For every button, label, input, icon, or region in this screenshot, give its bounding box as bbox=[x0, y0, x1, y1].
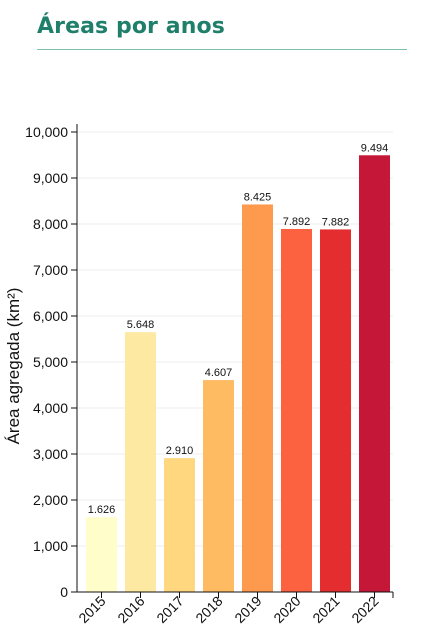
value-label: 7.882 bbox=[322, 216, 350, 228]
y-tick-label: 5,000 bbox=[33, 354, 68, 370]
bar-2016 bbox=[125, 332, 156, 592]
y-axis-title: Área agregada (km²) bbox=[4, 288, 23, 445]
y-tick-label: 2,000 bbox=[33, 492, 68, 508]
x-tick-label: 2016 bbox=[114, 593, 147, 626]
title-divider bbox=[37, 49, 407, 50]
bars bbox=[86, 155, 390, 593]
y-tick-label: 0 bbox=[60, 584, 68, 600]
y-tick-label: 9,000 bbox=[33, 170, 68, 186]
y-axis: 0 1,000 2,000 3,000 4,000 5,000 6,000 7,000 8,00… bbox=[25, 124, 78, 600]
x-tick-label: 2019 bbox=[231, 593, 264, 626]
y-tick-label: 3,000 bbox=[33, 446, 68, 462]
y-tick-label: 7,000 bbox=[33, 262, 68, 278]
y-tick-label: 4,000 bbox=[33, 400, 68, 416]
value-label: 5.648 bbox=[127, 319, 155, 331]
x-tick-label: 2020 bbox=[270, 593, 303, 626]
y-tick-label: 1,000 bbox=[33, 538, 68, 554]
value-label: 7.892 bbox=[283, 216, 311, 228]
bar-2019 bbox=[242, 204, 273, 592]
value-label: 2.910 bbox=[166, 445, 194, 457]
value-label: 4.607 bbox=[205, 367, 233, 379]
x-axis: 2015 2016 2017 2018 2019 2020 2021 2022 bbox=[75, 591, 394, 626]
bar-2021 bbox=[320, 229, 351, 593]
value-label: 9.494 bbox=[361, 142, 389, 154]
x-tick-label: 2022 bbox=[348, 593, 381, 626]
y-tick-label: 8,000 bbox=[33, 216, 68, 232]
bar-2018 bbox=[203, 380, 234, 592]
bar-2017 bbox=[164, 458, 195, 592]
y-tick-label: 6,000 bbox=[33, 308, 68, 324]
bar-2022 bbox=[359, 155, 390, 592]
x-tick-label: 2018 bbox=[192, 593, 225, 626]
y-tick-label: 10,000 bbox=[25, 124, 68, 140]
value-label: 1.626 bbox=[88, 504, 116, 516]
value-labels: 1.626 5.648 2.910 4.607 8.425 7.892 7.882 9.494 bbox=[88, 142, 389, 516]
x-tick-label: 2015 bbox=[75, 593, 108, 626]
chart-title: Áreas por anos bbox=[37, 14, 225, 39]
bar-2020 bbox=[281, 228, 312, 592]
bar-2015 bbox=[86, 517, 117, 592]
x-tick-label: 2017 bbox=[153, 593, 186, 626]
value-label: 8.425 bbox=[244, 191, 272, 203]
x-tick-label: 2021 bbox=[309, 593, 342, 626]
